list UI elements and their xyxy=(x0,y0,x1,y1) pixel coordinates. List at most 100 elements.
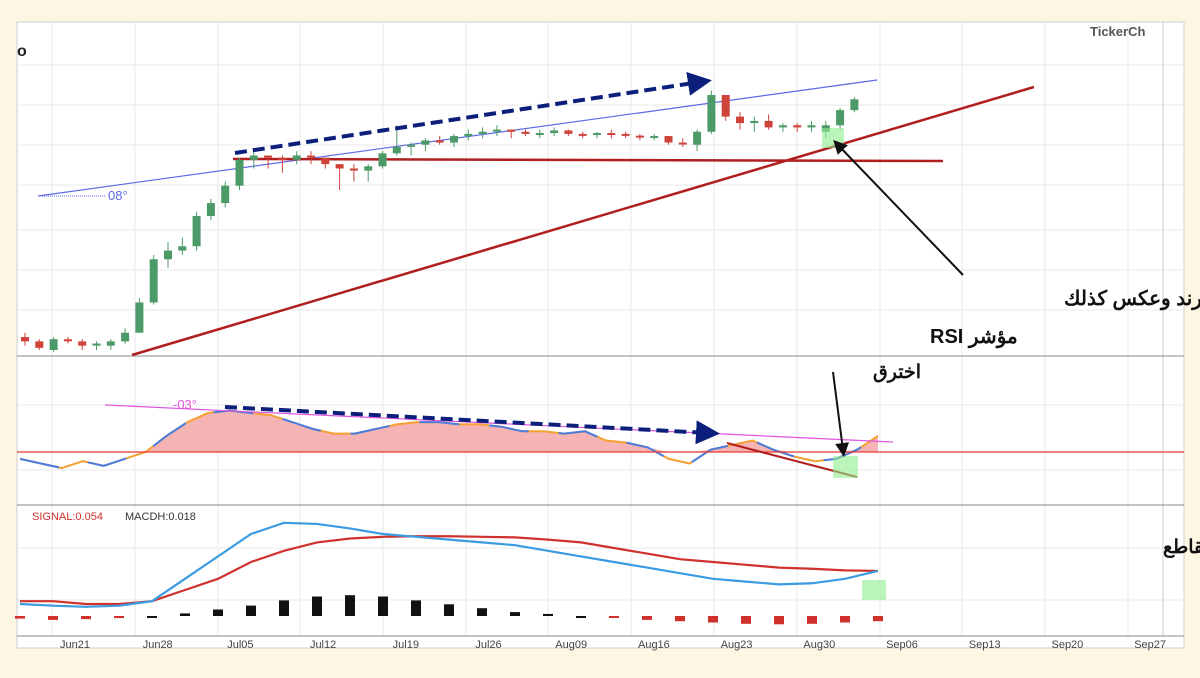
price-highlight xyxy=(822,128,844,148)
candle-body xyxy=(321,157,330,165)
candle-body xyxy=(206,203,215,217)
x-tick-label: Jul26 xyxy=(475,639,501,651)
candle-body xyxy=(850,99,859,111)
candle-body xyxy=(307,155,315,158)
candle-body xyxy=(478,131,487,134)
price-callout-arrow xyxy=(833,139,964,276)
x-tick-label: Sep06 xyxy=(886,639,918,651)
x-tick-label: Jun28 xyxy=(143,639,173,651)
candle-body xyxy=(564,130,573,134)
rsi-line-blue xyxy=(19,409,879,470)
macd-histogram-bar xyxy=(741,616,751,624)
rsi-area-fill xyxy=(20,410,878,452)
candle-body xyxy=(836,110,845,126)
macd-histogram-bar xyxy=(246,605,256,616)
chart-background xyxy=(16,21,1185,649)
candle-body xyxy=(550,130,559,134)
macd-histogram-bar xyxy=(477,608,487,616)
candle-body xyxy=(464,133,473,137)
macd-macdh-label: MACDH:0.018 xyxy=(125,511,196,523)
x-tick-label: Jun21 xyxy=(60,639,90,651)
candle-body xyxy=(121,332,130,342)
rsi-dashed-arrow xyxy=(224,405,720,445)
candle-body xyxy=(693,131,702,145)
x-tick-label: Aug30 xyxy=(803,639,835,651)
candle-body xyxy=(35,341,44,348)
candle-body xyxy=(707,95,716,132)
x-tick-label: Sep20 xyxy=(1051,639,1083,651)
macd-histogram-bar xyxy=(675,616,685,622)
candle-body xyxy=(664,136,673,143)
x-tick-label: Aug09 xyxy=(555,639,587,651)
candle-body xyxy=(435,140,444,143)
macd-highlight xyxy=(862,580,886,600)
macd-histogram-bar xyxy=(444,604,454,616)
macd-histogram-bar xyxy=(378,596,388,616)
x-axis: Jun21 Jun28 Jul05 Jul12 Jul19 Jul26 Aug09 Aug16… xyxy=(60,639,1166,651)
candle-body xyxy=(678,142,687,145)
red-support-line xyxy=(232,157,944,163)
macd-histogram-bar xyxy=(180,613,190,616)
candle-body xyxy=(164,250,172,260)
candle-body xyxy=(507,129,516,132)
candle-body xyxy=(421,140,430,145)
candle-body xyxy=(292,155,301,160)
macd-signal-label: SIGNAL:0.054 xyxy=(32,511,103,523)
candle-body xyxy=(78,341,87,346)
annotation-line-1: نشوف هنا وصل لخط الترند وعكس كذلك xyxy=(1064,288,1200,311)
macd-histogram-bar xyxy=(609,616,619,618)
candle-body xyxy=(264,155,273,158)
macd-histogram-bar xyxy=(642,616,652,620)
candle-body xyxy=(21,337,29,342)
candle-body xyxy=(249,155,258,160)
candle-body xyxy=(106,341,115,346)
candle-body xyxy=(807,125,816,128)
candle-body xyxy=(135,302,144,333)
x-tick-label: Sep13 xyxy=(969,639,1001,651)
macd-histogram-bar xyxy=(15,616,25,619)
price-axis-fragment: o xyxy=(17,43,27,60)
macd-histogram-bar xyxy=(147,616,157,618)
candle-body xyxy=(578,133,587,136)
candle-body xyxy=(621,133,630,136)
candle-body xyxy=(63,339,72,342)
macd-histogram-bar xyxy=(510,612,520,616)
candle-body xyxy=(764,120,773,128)
macd-histogram-bar xyxy=(411,600,421,616)
macd-histogram-bar xyxy=(576,616,586,618)
macd-histogram-bar xyxy=(279,600,289,616)
candle-body xyxy=(492,129,501,132)
candle-body xyxy=(635,135,644,138)
candle-body xyxy=(750,120,759,124)
candles-group xyxy=(21,90,859,353)
rsi-highlight xyxy=(833,456,858,478)
candle-body xyxy=(378,153,387,167)
macd-histogram-bar xyxy=(840,616,850,623)
macd-histogram-bar xyxy=(48,616,58,620)
macd-histogram-bar xyxy=(81,616,91,620)
candle-body xyxy=(407,144,416,147)
red-rising-trendline xyxy=(131,85,1035,357)
candle-body xyxy=(535,133,544,136)
candle-body xyxy=(178,246,187,251)
trend-angle-label: 08° xyxy=(108,188,128,203)
candle-body xyxy=(521,131,530,134)
price-dashed-arrow xyxy=(234,71,712,155)
candle-body xyxy=(593,133,601,136)
candle-body xyxy=(607,133,616,136)
candle-body xyxy=(650,136,659,139)
macd-line-signal xyxy=(20,535,879,606)
rsi-angle-label: -03° xyxy=(173,397,197,412)
horizontal-grid xyxy=(17,64,1184,601)
candle-body xyxy=(793,125,802,128)
macd-panel xyxy=(15,521,883,625)
x-tick-label: Jul12 xyxy=(310,639,336,651)
candle-body xyxy=(92,343,101,346)
x-tick-label: Sep27 xyxy=(1134,639,1166,651)
candle-body xyxy=(778,125,787,128)
annotation-line-2: مؤشر RSI xyxy=(930,326,1018,349)
candle-body xyxy=(364,166,373,171)
macd-line-macdh xyxy=(19,521,879,608)
macd-histogram-bar xyxy=(114,616,124,619)
